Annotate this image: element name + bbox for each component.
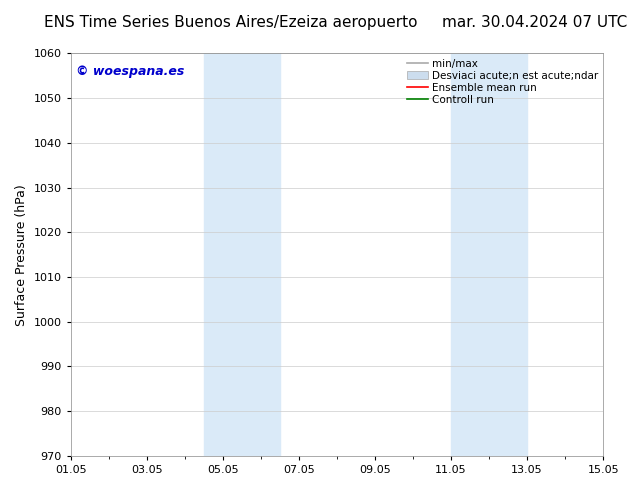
Bar (451, 53, 527, 456)
Legend: min/max, Desviaci acute;n est acute;ndar, Ensemble mean run, Controll run: min/max, Desviaci acute;n est acute;ndar… (403, 54, 602, 109)
Y-axis label: Surface Pressure (hPa): Surface Pressure (hPa) (15, 184, 28, 325)
Text: © woespana.es: © woespana.es (76, 65, 184, 78)
Bar (204, 53, 280, 456)
Text: ENS Time Series Buenos Aires/Ezeiza aeropuerto: ENS Time Series Buenos Aires/Ezeiza aero… (44, 15, 418, 30)
Text: mar. 30.04.2024 07 UTC: mar. 30.04.2024 07 UTC (443, 15, 628, 30)
